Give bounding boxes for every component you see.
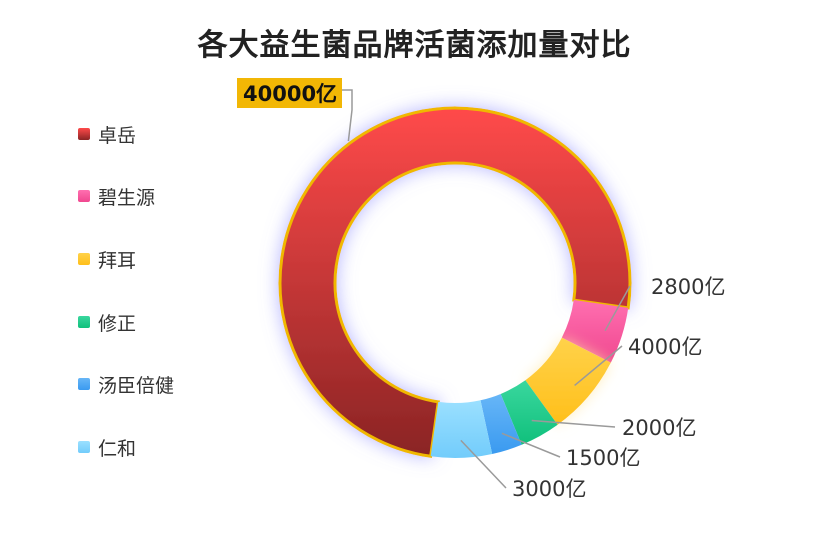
- slice-tangchenbeijian[interactable]: [480, 393, 522, 455]
- leader-line-tangchenbeijian: [501, 432, 561, 458]
- legend-swatch: [78, 316, 90, 328]
- legend-label: 仁和: [98, 437, 137, 460]
- legend-swatch: [78, 253, 90, 265]
- legend-swatch: [78, 128, 90, 140]
- slice-baier[interactable]: [525, 337, 611, 425]
- legend-label: 拜耳: [98, 249, 137, 272]
- legend-item-renhe[interactable]: 仁和: [78, 435, 137, 460]
- highlight-label-box: [237, 78, 342, 108]
- data-label-xiuzheng: 2000亿: [622, 416, 696, 440]
- legend-label: 修正: [98, 312, 137, 335]
- data-label-tangchenbeijian: 1500亿: [566, 446, 640, 470]
- slice-renhe[interactable]: [430, 400, 493, 458]
- legend-swatch: [78, 441, 90, 453]
- data-label-zhuoyue: 40000亿: [243, 82, 337, 106]
- legend-item-baier[interactable]: 拜耳: [78, 247, 137, 272]
- leader-line-renhe: [460, 439, 507, 489]
- data-label-bishengyuan: 2800亿: [651, 275, 725, 299]
- slice-zhuoyue[interactable]: [278, 106, 632, 458]
- leader-line-baier: [574, 345, 623, 387]
- slice-bishengyuan[interactable]: [561, 300, 629, 363]
- data-label-baier: 4000亿: [628, 335, 702, 359]
- legend-swatch: [78, 190, 90, 202]
- chart-title: 各大益生菌品牌活菌添加量对比: [197, 28, 632, 63]
- legend-item-xiuzheng[interactable]: 修正: [78, 310, 137, 335]
- slice-xiuzheng[interactable]: [500, 380, 558, 445]
- leader-line-bishengyuan: [604, 285, 631, 332]
- legend-label: 碧生源: [98, 186, 156, 209]
- leader-line-xiuzheng: [531, 419, 616, 428]
- data-label-renhe: 3000亿: [512, 477, 586, 501]
- legend-item-bishengyuan[interactable]: 碧生源: [78, 184, 156, 209]
- legend-swatch: [78, 378, 90, 390]
- legend-label: 卓岳: [98, 124, 137, 147]
- legend-item-zhuoyue[interactable]: 卓岳: [78, 122, 137, 147]
- legend-label: 汤臣倍健: [98, 374, 175, 397]
- legend-item-tangchenbeijian[interactable]: 汤臣倍健: [78, 372, 175, 397]
- leader-line-zhuoyue: [342, 89, 353, 142]
